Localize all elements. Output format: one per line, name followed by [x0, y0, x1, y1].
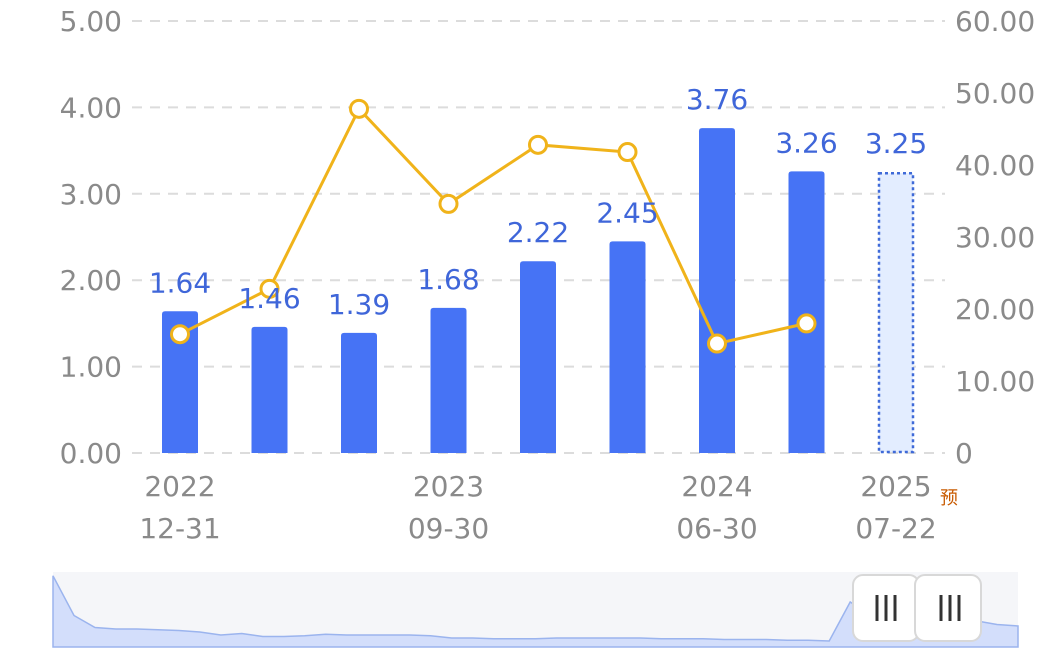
zoom-handle[interactable]	[914, 574, 982, 642]
bar-value-label: 3.25	[865, 127, 927, 160]
grip-icon	[939, 595, 961, 621]
bar-value-label: 1.68	[417, 263, 479, 296]
bar	[609, 241, 646, 453]
bar-value-label: 1.64	[149, 266, 211, 299]
bar	[788, 171, 825, 453]
x-tick-date: 06-30	[676, 512, 757, 545]
y-right-tick-label: 40.00	[955, 149, 1035, 182]
line-point	[349, 98, 369, 119]
bar-value-label: 2.45	[596, 196, 658, 229]
y-right-tick-label: 20.00	[955, 293, 1035, 326]
x-tick-date: 09-30	[408, 512, 489, 545]
y-right-tick-label: 0	[955, 437, 973, 470]
x-axis-ticks: 2022 12-31 2023 09-30 2024 06-30 2025 07-22预	[139, 470, 958, 545]
y-left-tick-label: 2.00	[60, 264, 122, 297]
bar	[520, 261, 556, 453]
right-axis-ticks: 0 10.00 20.00 30.00 40.00 50.00 60.00	[955, 5, 1035, 470]
x-tick-year: 2024	[681, 470, 752, 503]
bar	[430, 307, 467, 453]
line-point	[707, 333, 727, 354]
x-tick-date: 12-31	[139, 512, 220, 545]
x-tick-year: 2025	[860, 470, 931, 503]
grip-icon	[875, 595, 897, 621]
line-series	[170, 98, 817, 354]
y-right-tick-label: 30.00	[955, 221, 1035, 254]
bar-value-label: 2.22	[507, 216, 569, 249]
line-point	[796, 313, 817, 334]
bar-value-label: 1.46	[238, 282, 300, 315]
zoom-handle[interactable]	[852, 574, 920, 642]
bar	[699, 128, 735, 454]
x-tick-year: 2023	[413, 470, 484, 503]
zoom-slider[interactable]	[52, 572, 1019, 648]
line-path	[179, 106, 807, 346]
y-right-tick-label: 60.00	[955, 5, 1035, 38]
bar	[162, 311, 198, 453]
y-left-tick-label: 4.00	[60, 91, 122, 124]
forecast-marker: 预	[940, 488, 958, 509]
y-left-tick-label: 5.00	[60, 5, 122, 38]
y-left-tick-label: 3.00	[60, 178, 122, 211]
line-point	[438, 193, 459, 214]
line-point	[259, 278, 280, 299]
line-point	[617, 142, 638, 163]
bar-forecast	[877, 171, 915, 454]
y-right-tick-label: 50.00	[955, 77, 1035, 110]
x-tick-date: 07-22	[855, 512, 936, 545]
x-tick-year: 2022	[144, 470, 215, 503]
bar-value-label: 3.76	[686, 83, 748, 116]
zoom-handle-box	[914, 574, 982, 642]
bar	[341, 332, 377, 453]
y-left-tick-label: 0.00	[60, 437, 122, 470]
bar-value-label: 1.39	[328, 288, 390, 321]
line-point	[170, 324, 190, 345]
left-axis-ticks: 0.00 1.00 2.00 3.00 4.00 5.00	[60, 5, 122, 470]
bar	[251, 326, 288, 453]
bar-series	[162, 128, 915, 454]
data-labels: 1.64 1.46 1.39 1.68 2.22 2.45 3.76 3.26 3.25	[149, 83, 927, 321]
bar-value-label: 3.26	[775, 126, 837, 159]
line-point	[528, 134, 548, 155]
y-right-tick-label: 10.00	[955, 365, 1035, 398]
y-left-tick-label: 1.00	[60, 351, 122, 384]
